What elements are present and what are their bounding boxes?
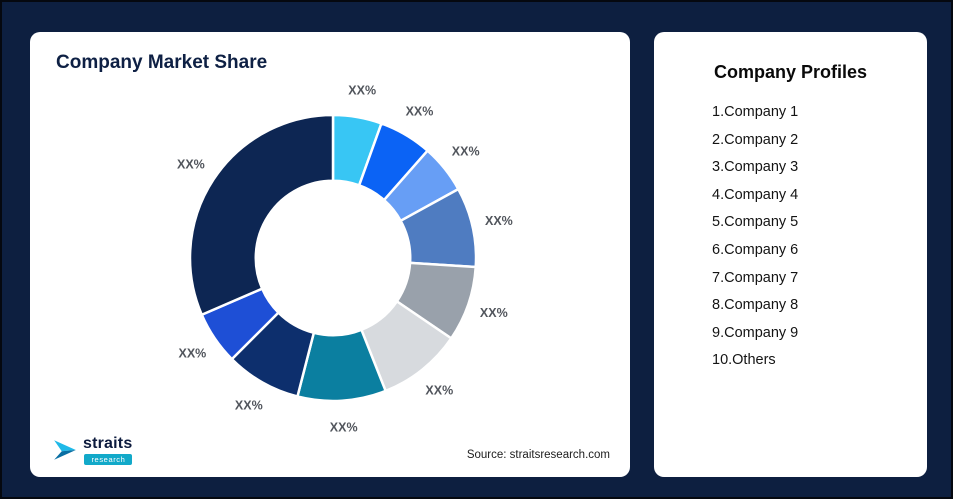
profile-item: 9.Company 9 [712,324,799,341]
slice-label: XX% [179,347,207,361]
slice-label: XX% [235,399,263,413]
slice-label: XX% [330,421,358,435]
slice-label: XX% [425,384,453,398]
profile-item: 8.Company 8 [712,297,799,314]
profiles-title: Company Profiles [713,62,868,82]
logo-text: straits research [83,434,133,465]
profile-item: 3.Company 3 [712,159,799,176]
slice-label: XX% [177,158,205,172]
slice-label: XX% [452,145,480,159]
profile-item: 4.Company 4 [712,186,799,203]
slice-label: XX% [406,105,434,119]
company-profiles-card: Company Profiles 1.Company 1 2.Company 2… [654,32,927,477]
donut-chart: XX% XX% XX% XX% XX% XX% XX% XX% XX% XX% [177,84,513,435]
profile-item: 5.Company 5 [712,214,799,231]
logo-subtitle: research [84,453,133,465]
slice-label: XX% [480,306,508,320]
straits-research-logo: straits research [52,434,133,465]
straits-logo-icon [54,440,76,460]
profile-item: 6.Company 6 [712,241,799,258]
market-share-card: Company Market Share XX% XX% XX% XX% XX% XX% X… [30,32,630,477]
donut-slice [188,113,335,317]
profile-item: 2.Company 2 [712,131,799,148]
source-text: Source: straitsresearch.com [466,449,610,461]
profiles-list: 1.Company 1 2.Company 2 3.Company 3 4.Co… [654,99,927,375]
slice-label: XX% [485,214,513,228]
profile-item: 10.Others [712,352,776,369]
profile-item: 1.Company 1 [712,104,799,120]
chart-title: Company Market Share [56,52,268,73]
slice-label: XX% [348,84,376,98]
profile-item: 7.Company 7 [712,269,799,286]
logo-name: straits [83,434,133,452]
